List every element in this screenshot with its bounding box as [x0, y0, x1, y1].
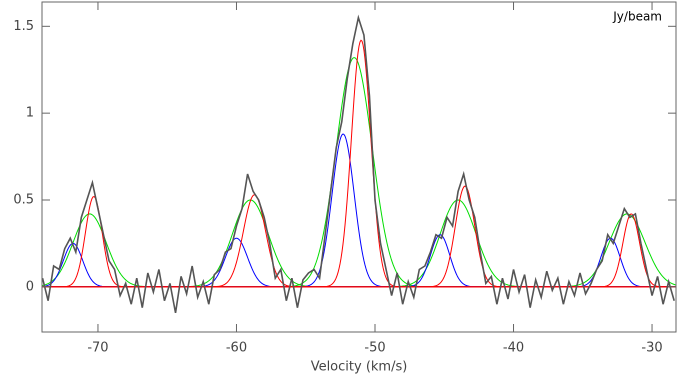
plot-area: [42, 14, 676, 314]
x-tick-label: -40: [503, 341, 524, 356]
x-axis-label: Velocity (km/s): [311, 360, 408, 375]
x-tick-label: -50: [364, 341, 385, 356]
gaussian-fit: [42, 194, 676, 288]
unit-annotation: Jy/beam: [612, 10, 662, 24]
y-tick-label: 1.5: [13, 19, 34, 34]
y-tick-label: 1: [26, 106, 34, 121]
x-tick-label: -70: [87, 341, 108, 356]
spectrum-line: [42, 14, 675, 314]
x-tick-label: -60: [226, 341, 247, 356]
plot-frame: [41, 1, 677, 333]
gaussian-fit: [42, 57, 676, 288]
gaussian-fit: [42, 185, 676, 288]
y-tick-label: 0: [26, 279, 34, 294]
gaussian-fit: [42, 39, 676, 288]
gaussian-fit: [42, 133, 676, 288]
y-tick-label: 0.5: [13, 193, 34, 208]
x-tick-label: -30: [641, 341, 662, 356]
